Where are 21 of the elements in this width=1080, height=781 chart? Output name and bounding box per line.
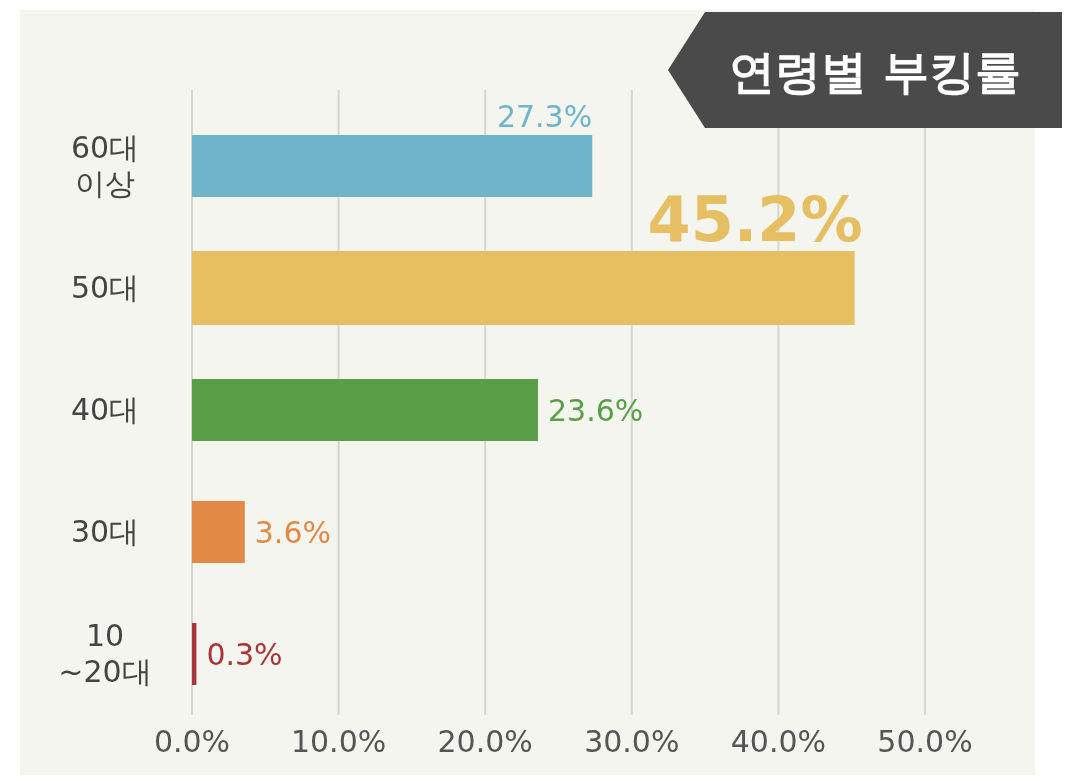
- x-tick-label: 20.0%: [437, 724, 533, 759]
- bar: [192, 135, 593, 197]
- data-label: 0.3%: [206, 636, 283, 672]
- x-tick-label: 30.0%: [584, 724, 680, 759]
- data-label: 3.6%: [254, 514, 331, 550]
- x-tick-label: 50.0%: [877, 724, 973, 759]
- data-label: 27.3%: [496, 99, 593, 134]
- x-tick-label: 40.0%: [730, 724, 827, 759]
- y-tick-label: 60대 이상: [70, 130, 140, 201]
- chart-title: 연령별 부킹률: [728, 45, 1022, 99]
- data-label: 45.2%: [647, 183, 863, 256]
- y-tick-label: 40대: [70, 392, 140, 427]
- bar: [192, 501, 245, 563]
- data-label: 23.6%: [547, 392, 644, 428]
- x-tick-label: 0.0%: [153, 724, 231, 759]
- bar: [192, 379, 538, 441]
- x-tick-label: 10.0%: [290, 724, 387, 759]
- y-tick-label: 50대: [70, 270, 140, 305]
- y-tick-label: 30대: [70, 514, 140, 549]
- bar: [192, 623, 197, 685]
- y-tick-label: 10 ~20대: [58, 618, 152, 689]
